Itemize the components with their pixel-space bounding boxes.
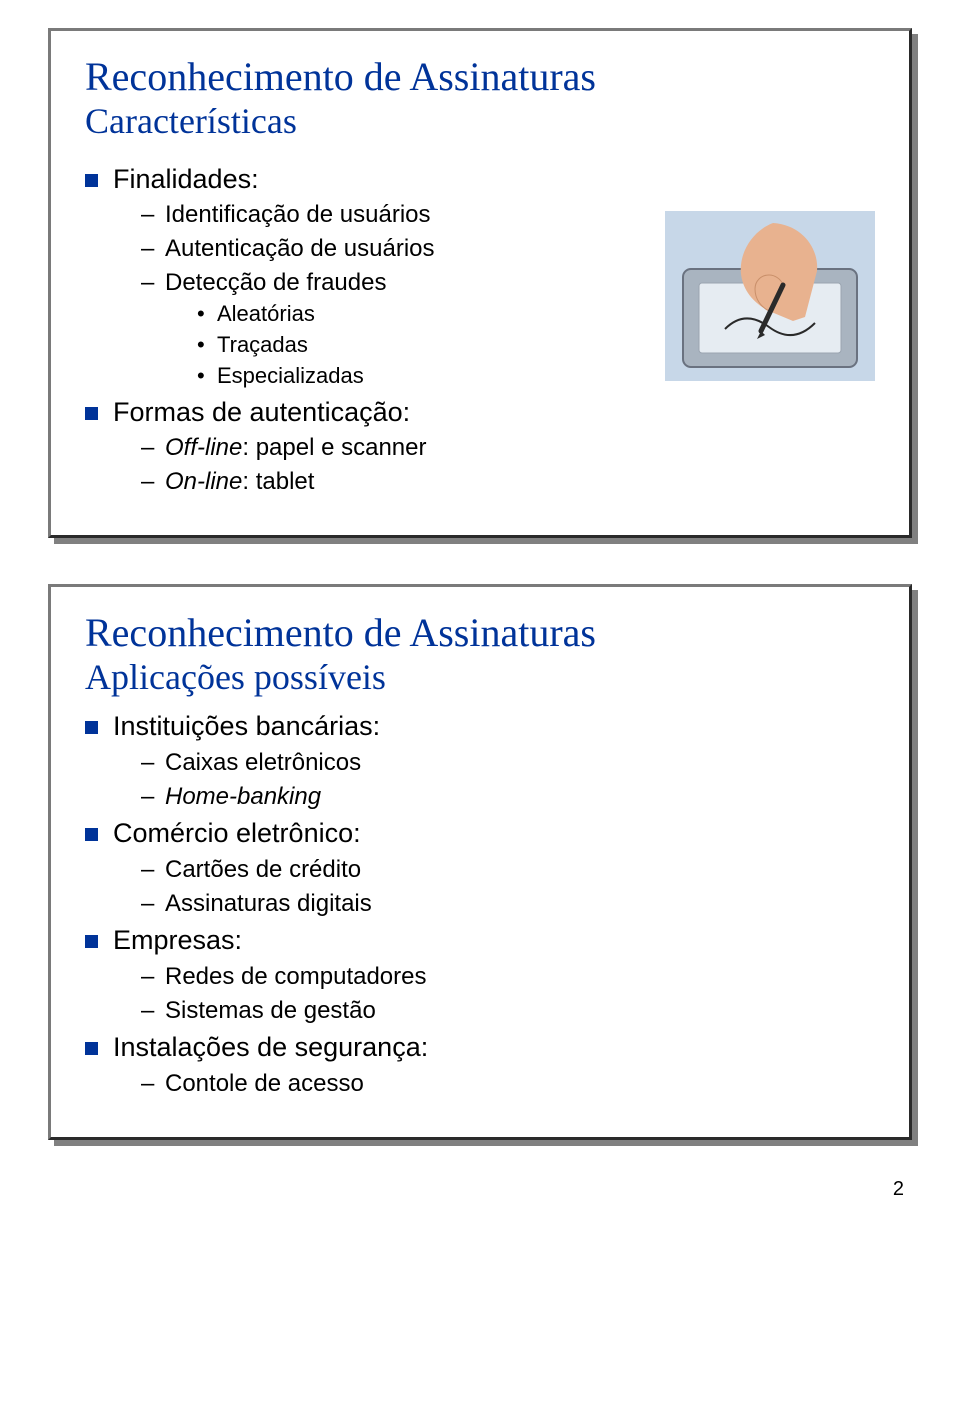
dash-item: Detecção de fraudes Aleatórias Traçadas … — [131, 266, 649, 392]
bullet-list: Instituições bancárias: Caixas eletrônic… — [85, 708, 875, 1100]
bullet-label: Comércio eletrônico: — [113, 818, 361, 848]
dash-item: Autenticação de usuários — [131, 232, 649, 266]
dash-label: Detecção de fraudes — [165, 269, 386, 296]
dot-item: Aleatórias — [187, 299, 649, 330]
slide-text-column: Finalidades: Identificação de usuários A… — [85, 151, 649, 501]
term-online: On-line — [165, 468, 242, 495]
dash-item: Redes de computadores — [131, 960, 875, 994]
dot-item: Traçadas — [187, 330, 649, 361]
bullet-finalidades: Finalidades: Identificação de usuários A… — [85, 161, 649, 392]
title-main: Reconhecimento de Assinaturas — [85, 53, 875, 100]
bullet-bancarias: Instituições bancárias: Caixas eletrônic… — [85, 708, 875, 813]
bullet-seguranca: Instalações de segurança: Contole de ace… — [85, 1029, 875, 1100]
slide-caracteristicas: Reconhecimento de Assinaturas Caracterís… — [48, 28, 912, 538]
dash-item: Contole de acesso — [131, 1067, 875, 1101]
bullet-label: Formas de autenticação: — [113, 397, 410, 427]
term-rest: : papel e scanner — [242, 434, 426, 461]
bullet-empresas: Empresas: Redes de computadores Sistemas… — [85, 922, 875, 1027]
dash-item: Assinaturas digitais — [131, 887, 875, 921]
bullet-label: Instalações de segurança: — [113, 1032, 428, 1062]
bullet-formas: Formas de autenticação: Off-line: papel … — [85, 394, 649, 499]
slide-aplicacoes: Reconhecimento de Assinaturas Aplicações… — [48, 584, 912, 1140]
bullet-label: Finalidades: — [113, 164, 259, 194]
term-homebanking: Home-banking — [165, 783, 321, 810]
dash-item: Caixas eletrônicos — [131, 746, 875, 780]
title-main: Reconhecimento de Assinaturas — [85, 609, 875, 656]
term-rest: : tablet — [242, 468, 314, 495]
slide-body: Finalidades: Identificação de usuários A… — [85, 151, 875, 501]
bullet-label: Empresas: — [113, 925, 242, 955]
dash-item: Home-banking — [131, 780, 875, 814]
bullet-list: Finalidades: Identificação de usuários A… — [85, 161, 649, 499]
term-offline: Off-line — [165, 434, 242, 461]
dash-item: Sistemas de gestão — [131, 994, 875, 1028]
bullet-label: Instituições bancárias: — [113, 711, 380, 741]
tablet-figure — [665, 211, 875, 381]
bullet-comercio: Comércio eletrônico: Cartões de crédito … — [85, 815, 875, 920]
dash-item: On-line: tablet — [131, 465, 649, 499]
dash-item: Cartões de crédito — [131, 853, 875, 887]
tablet-icon — [665, 211, 875, 381]
dash-item: Off-line: papel e scanner — [131, 431, 649, 465]
title-sub: Aplicações possíveis — [85, 656, 875, 698]
dot-item: Especializadas — [187, 361, 649, 392]
title-sub: Características — [85, 100, 875, 142]
slide-title: Reconhecimento de Assinaturas Aplicações… — [85, 609, 875, 699]
dash-item: Identificação de usuários — [131, 198, 649, 232]
page-number: 2 — [48, 1178, 912, 1201]
slide-title: Reconhecimento de Assinaturas Caracterís… — [85, 53, 875, 143]
